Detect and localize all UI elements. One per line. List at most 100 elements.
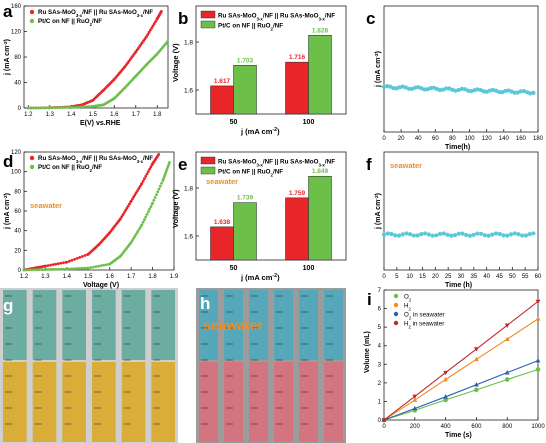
photo-g-tube-upper: [121, 290, 146, 360]
data-point-f: [505, 233, 510, 238]
data-point-a: [53, 106, 57, 110]
photo-h-tube-lower: [224, 362, 243, 442]
legend-marker-d: [29, 155, 35, 161]
legend-marker-i: [393, 302, 399, 308]
panel-letter-b: b: [178, 9, 188, 28]
data-point-i: [443, 394, 448, 399]
data-point-d: [157, 187, 161, 191]
data-point-d: [145, 172, 149, 176]
chart-b: 1.6 1.8 50 1.617 1.703 100 1.716 1.828 Ru SAs-Mo…: [171, 5, 347, 136]
data-point-d: [49, 267, 52, 271]
data-point-a: [146, 33, 150, 36]
data-point-d: [38, 268, 41, 272]
data-point-c: [444, 86, 449, 91]
photo-h-tube-upper: [299, 290, 318, 360]
data-point-d: [134, 232, 138, 236]
photo-h-tube-lower: [249, 362, 268, 442]
data-point-d: [143, 177, 146, 181]
data-point-d: [165, 167, 169, 171]
xtick-label-c: 180: [533, 136, 544, 142]
data-point-d: [146, 210, 150, 214]
panel-letter-f: f: [366, 155, 372, 174]
y-axis-label-d: j (mA cm-2): [3, 193, 12, 230]
data-point-a: [50, 106, 54, 110]
plot-frame-e: [195, 151, 347, 261]
data-point-a: [39, 106, 43, 110]
x-axis-label-c: Time(h): [445, 144, 470, 151]
xtick-label-b: 50: [230, 119, 238, 126]
data-point-d: [51, 267, 55, 271]
photo-g: [0, 288, 178, 443]
data-point-a: [63, 106, 67, 109]
ytick-label-d: 40: [14, 229, 21, 235]
data-point-d: [59, 261, 63, 265]
data-point-d: [122, 211, 126, 214]
legend-marker-i: [393, 311, 399, 317]
data-point-f: [482, 233, 487, 238]
data-point-d: [143, 218, 146, 221]
xtick-label-a: 1.3: [46, 112, 55, 118]
data-point-a: [154, 20, 157, 24]
data-point-f: [385, 231, 390, 236]
ytick-label-i: 7: [378, 288, 382, 294]
data-point-f: [523, 233, 529, 238]
bar-e-1-0: [233, 202, 257, 261]
data-point-d: [94, 265, 98, 269]
data-point-d: [46, 264, 50, 267]
data-point-a: [77, 105, 81, 109]
xtick-label-i: 0: [382, 424, 386, 430]
data-point-a: [61, 106, 65, 109]
data-point-d: [149, 165, 153, 169]
data-point-a: [147, 30, 151, 34]
data-point-f: [516, 232, 521, 237]
data-point-a: [75, 105, 78, 109]
ytick-label-i: 3: [378, 362, 382, 368]
bar-value-label-b: 1.828: [312, 27, 329, 34]
ytick-label-a: 40: [14, 81, 21, 87]
ytick-label-e: 1.6: [184, 234, 193, 241]
data-point-d: [30, 268, 34, 272]
bar-value-label-b: 1.703: [237, 57, 254, 64]
data-point-d: [44, 268, 47, 271]
legend-marker-d: [29, 164, 35, 170]
data-point-d: [83, 266, 87, 270]
data-point-f: [400, 232, 405, 237]
legend-label-b: Pt/C on NF || RuO2/NF: [218, 23, 283, 32]
data-point-d: [80, 266, 84, 270]
xtick-label-a: 1.6: [110, 112, 119, 118]
series-line-i-2: [383, 360, 539, 421]
data-point-d: [145, 212, 149, 216]
legend-label-a: Pt/C on NF || RuO2/NF: [38, 18, 102, 27]
legend-label-i: H2 in seawater: [404, 321, 444, 330]
data-point-i: [412, 394, 418, 400]
data-point-f: [449, 233, 454, 238]
xtick-label-d: 1.8: [148, 274, 157, 280]
data-point-d: [164, 171, 168, 175]
data-point-d: [137, 228, 141, 232]
ytick-label-i: 6: [378, 307, 382, 313]
data-point-d: [70, 258, 74, 262]
data-point-d: [120, 215, 124, 219]
data-point-d: [97, 264, 100, 268]
data-point-d: [163, 173, 167, 177]
bar-e-0-0: [210, 226, 234, 261]
data-point-d: [141, 179, 145, 183]
data-point-d: [141, 220, 145, 224]
bar-value-label-b: 1.617: [214, 78, 231, 85]
ytick-label-a: 160: [11, 4, 22, 10]
data-point-f: [381, 232, 387, 237]
photo-g-tube-lower: [121, 362, 146, 442]
series-line-i-1: [383, 318, 539, 421]
data-point-d: [32, 268, 36, 272]
xtick-label-f: 45: [496, 274, 503, 280]
data-point-d: [86, 266, 90, 270]
data-point-f: [508, 232, 514, 237]
xtick-label-d: 1.9: [170, 274, 179, 280]
xtick-label-f: 35: [470, 274, 477, 280]
xtick-label-d: 1.4: [63, 274, 72, 280]
data-point-d: [152, 198, 156, 202]
data-point-f: [512, 231, 517, 236]
data-point-i: [443, 397, 448, 403]
data-point-d: [136, 230, 139, 234]
